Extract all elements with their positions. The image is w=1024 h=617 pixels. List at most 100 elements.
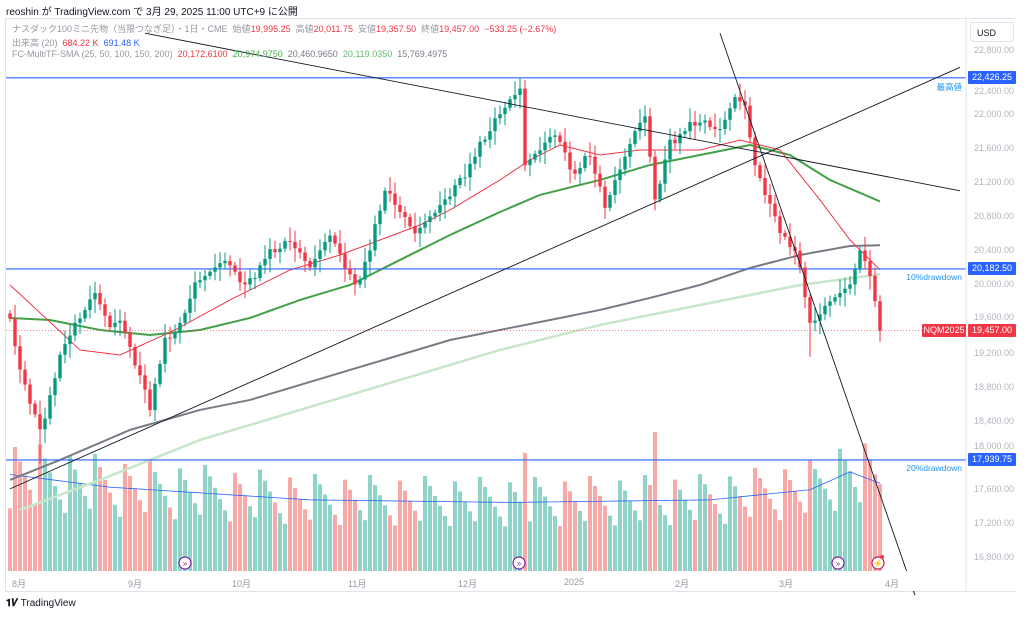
volume-bar <box>568 491 572 571</box>
price-tick-label: 18,400.00 <box>973 415 1014 426</box>
volume-bar <box>388 515 392 571</box>
candle-body <box>273 249 277 253</box>
price-tick-label: 21,200.00 <box>973 177 1014 188</box>
candle-body <box>388 190 392 194</box>
symbol-name[interactable]: ナスダック100ミニ先物（当限つなぎ足）・1日・CME <box>12 24 228 34</box>
volume-bar <box>618 480 622 571</box>
volume-bar <box>363 520 367 571</box>
volume-label[interactable]: 出来高 (20) <box>12 38 58 48</box>
price-tick-label: 19,200.00 <box>973 347 1014 358</box>
level-note: 最高値 <box>936 81 962 92</box>
sma25-value: 20,172.6100 <box>177 49 228 59</box>
volume-bar <box>318 484 322 571</box>
volume-bar <box>613 525 617 571</box>
candle-body <box>68 335 72 345</box>
candle-body <box>308 261 312 268</box>
candle-body <box>333 235 337 244</box>
event-icon-glyph: » <box>517 559 522 568</box>
high-label: 高値 <box>295 24 314 34</box>
volume-bar <box>123 463 127 571</box>
volume-bar <box>588 476 592 571</box>
volume-bar <box>133 488 137 571</box>
tradingview-logo[interactable]: 𝟏𝑽 TradingView <box>6 598 76 609</box>
high-value: 20,011.75 <box>313 24 354 34</box>
candle-body <box>583 156 587 169</box>
price-tick-label: 18,800.00 <box>973 381 1014 392</box>
volume-bar <box>243 495 247 571</box>
candle-body <box>48 395 52 419</box>
low-value: 19,357.50 <box>376 24 417 34</box>
time-tick-label: 12月 <box>458 579 478 589</box>
candle-body <box>158 363 162 384</box>
volume-bar <box>323 494 327 571</box>
candle-body <box>203 275 207 281</box>
volume-bar <box>38 444 42 571</box>
volume-bar <box>108 492 112 571</box>
candle-body <box>423 222 427 228</box>
volume-bar <box>553 516 557 571</box>
candle-body <box>688 121 692 132</box>
volume-bar <box>648 485 652 571</box>
price-tick-label: 20,800.00 <box>973 211 1014 222</box>
candle-body <box>473 156 477 164</box>
candle-body <box>783 232 787 237</box>
time-tick-label: 10月 <box>232 579 252 589</box>
volume-bar <box>578 510 582 571</box>
candle-body <box>83 310 87 319</box>
volume-bar <box>153 472 157 571</box>
candle-body <box>43 418 47 430</box>
volume-bar <box>33 503 37 571</box>
candle-body <box>683 131 687 135</box>
sma50-line <box>9 143 881 336</box>
candle-body <box>338 243 342 254</box>
candle-body <box>443 199 447 205</box>
time-tick-label: 2月 <box>675 579 690 589</box>
last-price-symbol: NQM2025 <box>922 324 966 338</box>
time-tick-label: 8月 <box>12 579 27 589</box>
candle-body <box>578 168 582 174</box>
candle-body <box>33 403 37 415</box>
volume-bar <box>413 510 417 571</box>
volume-bar <box>428 485 432 571</box>
candle-body <box>248 278 252 285</box>
candle-body <box>878 301 882 331</box>
volume-bar <box>183 480 187 571</box>
volume-bar <box>173 519 177 571</box>
lightning-glyph: ⚡ <box>873 558 883 568</box>
price-tick-label: 18,000.00 <box>973 441 1014 452</box>
volume-bar <box>93 454 97 571</box>
candle-body <box>568 152 572 170</box>
candle-body <box>668 139 672 160</box>
currency-button[interactable]: USD <box>970 22 1014 42</box>
low-label: 安値 <box>358 24 377 34</box>
volume-bar <box>778 520 782 571</box>
volume-bar <box>513 492 517 571</box>
volume-bar <box>638 520 642 571</box>
candle-body <box>478 141 482 157</box>
candle-body <box>548 136 552 143</box>
volume-bar <box>803 512 807 571</box>
volume-bar <box>403 490 407 571</box>
volume-bar <box>193 503 197 571</box>
candle-body <box>468 163 472 178</box>
event-icon <box>178 556 192 570</box>
volume-bar <box>443 515 447 571</box>
volume-bar <box>498 516 502 571</box>
sma-label[interactable]: FC-MultiTF-SMA (25, 50, 100, 150, 200) <box>12 49 173 59</box>
volume-bar <box>223 510 227 571</box>
volume-bar <box>693 519 697 571</box>
volume-bar <box>673 479 677 571</box>
sma100-value: 20,460.9650 <box>287 49 338 59</box>
candle-body <box>708 120 712 127</box>
volume-bar <box>368 475 372 571</box>
candle-body <box>693 121 697 126</box>
volume-bar <box>208 476 212 571</box>
price-tick-label: 17,600.00 <box>973 483 1014 494</box>
volume-bar <box>658 505 662 571</box>
volume-bar <box>268 491 272 571</box>
volume-bar <box>73 469 77 571</box>
volume-bar <box>718 513 722 571</box>
sma150-value: 20,119.0350 <box>342 49 393 59</box>
volume-bar <box>158 484 162 571</box>
